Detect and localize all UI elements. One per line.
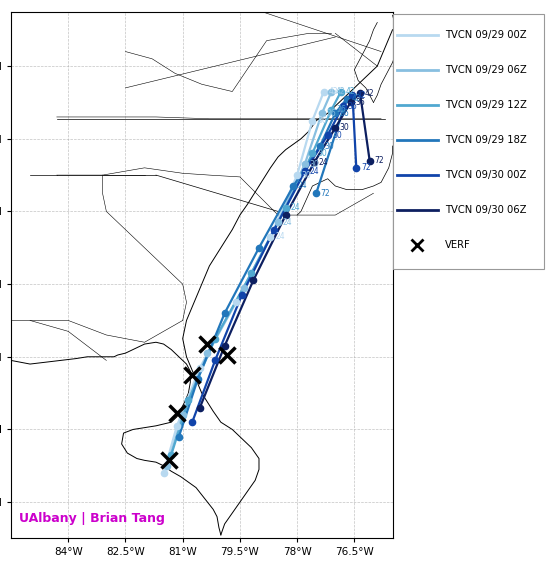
FancyBboxPatch shape bbox=[393, 14, 544, 269]
Text: TVCN 09/29 18Z: TVCN 09/29 18Z bbox=[445, 135, 527, 145]
Text: 30: 30 bbox=[332, 131, 342, 140]
Text: 36: 36 bbox=[317, 116, 327, 125]
Text: 42: 42 bbox=[357, 91, 367, 100]
Text: 30: 30 bbox=[317, 149, 327, 158]
Text: 24: 24 bbox=[298, 181, 307, 190]
Text: 72: 72 bbox=[321, 189, 330, 198]
Text: 36: 36 bbox=[336, 105, 346, 114]
Text: 24: 24 bbox=[319, 158, 328, 167]
Text: VERF: VERF bbox=[445, 240, 471, 250]
Text: 42: 42 bbox=[328, 87, 338, 96]
Text: 42: 42 bbox=[346, 87, 355, 96]
Text: 24: 24 bbox=[309, 167, 319, 176]
Text: 24: 24 bbox=[275, 232, 284, 241]
Text: UAlbany | Brian Tang: UAlbany | Brian Tang bbox=[19, 512, 165, 525]
Text: 30: 30 bbox=[324, 141, 334, 151]
Text: TVCN 09/29 06Z: TVCN 09/29 06Z bbox=[445, 65, 527, 75]
Text: 24: 24 bbox=[290, 203, 300, 212]
Text: 30: 30 bbox=[309, 160, 319, 168]
Text: TVCN 09/29 12Z: TVCN 09/29 12Z bbox=[445, 100, 527, 110]
Text: 36: 36 bbox=[348, 101, 357, 111]
Text: 36: 36 bbox=[355, 98, 365, 107]
Text: 42: 42 bbox=[336, 87, 346, 96]
Text: TVCN 09/30 06Z: TVCN 09/30 06Z bbox=[445, 205, 527, 215]
Text: 30: 30 bbox=[340, 123, 350, 133]
Text: TVCN 09/29 00Z: TVCN 09/29 00Z bbox=[445, 31, 527, 41]
Text: 30: 30 bbox=[302, 171, 311, 179]
Text: 72: 72 bbox=[361, 163, 371, 173]
Text: TVCN 09/30 00Z: TVCN 09/30 00Z bbox=[445, 170, 526, 180]
Text: 36: 36 bbox=[340, 109, 350, 118]
Text: 42: 42 bbox=[351, 94, 361, 103]
Text: 36: 36 bbox=[327, 109, 337, 118]
Text: 42: 42 bbox=[365, 89, 374, 98]
Text: 72: 72 bbox=[374, 156, 384, 165]
Text: 24: 24 bbox=[283, 218, 292, 227]
